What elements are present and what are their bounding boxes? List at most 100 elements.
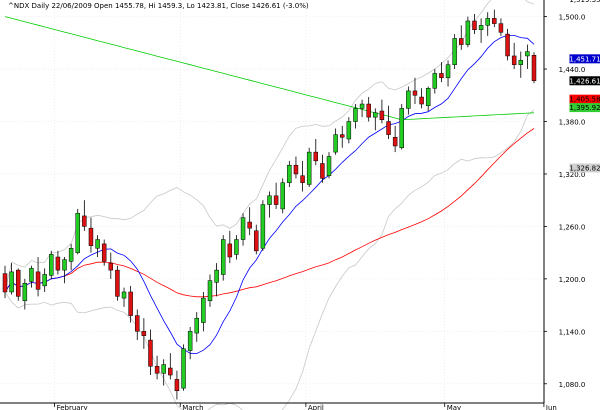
value-label-text: 1,395.92 [569, 104, 600, 112]
candle-body [525, 51, 530, 57]
candle-body [128, 291, 133, 316]
candle-body [333, 134, 338, 153]
candle-body [42, 274, 47, 287]
candle-body [280, 182, 285, 210]
candle-body [406, 90, 411, 109]
candle-body [287, 164, 292, 183]
candle-body [254, 230, 259, 252]
value-label-text: 1,451.71 [569, 55, 600, 63]
ma-10 [4, 35, 535, 354]
candle-body [174, 379, 180, 392]
candle-body [518, 60, 524, 65]
x-tick-label: February [57, 404, 88, 410]
bollinger-lower [4, 109, 535, 410]
ma-50 [4, 128, 535, 298]
x-tick-label: April [308, 404, 324, 410]
candle-body [194, 317, 199, 334]
candle-body [260, 204, 266, 249]
candle-body [505, 33, 510, 57]
y-tick-label: 1,260.0 [559, 223, 586, 231]
y-tick-label: 1,320.0 [559, 171, 586, 179]
value-label-box [569, 76, 600, 86]
candle-body [293, 164, 299, 175]
candle-body [485, 18, 490, 26]
candle-body [214, 269, 219, 283]
candle-body [240, 217, 246, 240]
candle-body [227, 243, 233, 258]
candle-body [373, 112, 378, 118]
candle-body [68, 248, 74, 262]
candle-body [49, 254, 54, 276]
value-label-box [569, 0, 600, 5]
candle-body [207, 280, 213, 301]
y-axis: 1,080.0 1,140.0 1,200.0 1,260.0 1,320.0 1,380… [0, 0, 586, 404]
candle-body [392, 136, 398, 147]
candle-body [313, 151, 319, 162]
candle-body [465, 20, 471, 45]
candle-body [459, 38, 464, 45]
value-label-text: 1,519.35 [569, 0, 600, 4]
candle-body [121, 291, 127, 299]
candle-body [531, 55, 537, 82]
candle-body [320, 163, 325, 179]
candle-body [346, 121, 352, 140]
y-tick-label: 1,140.0 [559, 328, 586, 336]
candle-body [386, 121, 391, 135]
candle-body [359, 103, 365, 109]
y-tick-label: 1,200.0 [559, 276, 586, 284]
candle-body [234, 239, 239, 255]
candle-body [273, 195, 279, 205]
candle-body [55, 256, 61, 271]
candle-body [425, 88, 431, 107]
candle-body [108, 262, 114, 271]
candle-body [439, 73, 444, 79]
ma-200 [4, 16, 535, 121]
y-tick-label: 1,500.0 [559, 14, 586, 22]
candle-body [15, 269, 21, 297]
candle-body [22, 282, 28, 301]
indicator-lines [4, 0, 535, 410]
y-tick-label: 1,080.0 [559, 381, 586, 389]
candle-body [478, 25, 484, 30]
x-tick-label: March [182, 404, 203, 410]
value-label-text: 1,326.82 [569, 165, 600, 173]
candle-body [82, 215, 87, 227]
candles [2, 9, 537, 400]
bollinger-upper [4, 0, 535, 293]
candle-body [154, 366, 160, 374]
candle-body [9, 271, 14, 293]
candle-body [148, 339, 153, 367]
candle-body [511, 55, 517, 65]
candle-body [379, 110, 385, 121]
chart-header: ^NDX Daily 22/06/2009 Open 1455.78, Hi 1… [8, 2, 309, 10]
candle-body [101, 243, 107, 262]
candle-body [135, 315, 140, 332]
candle-body [220, 239, 226, 275]
value-label-text: 1,426.61 [569, 77, 600, 85]
candle-body [88, 227, 94, 246]
candle-body [472, 20, 477, 30]
value-label-text: 1,405.58 [569, 96, 600, 104]
candle-body [187, 331, 193, 351]
y-tick-label: 1,380.0 [559, 119, 586, 127]
value-label-box [569, 54, 600, 64]
candle-body [399, 108, 404, 148]
candle-body [115, 269, 120, 297]
candle-body [181, 348, 186, 389]
value-labels: 1,519.35 1,451.71 1,426.61 1,405.581,395.92… [569, 0, 600, 173]
y-tick-label: 1,440.0 [559, 66, 586, 74]
candle-body [340, 134, 345, 138]
candle-body [498, 23, 504, 33]
candle-body [35, 271, 41, 290]
candle-body [412, 90, 418, 96]
x-tick-label: May [447, 404, 461, 410]
candle-body [161, 364, 166, 374]
candle-body [326, 156, 332, 176]
candle-body [366, 103, 371, 118]
candle-body [62, 259, 67, 271]
candle-body [445, 64, 451, 79]
x-axis: February March April May Jun [54, 403, 557, 410]
candle-body [353, 108, 358, 122]
candle-body [201, 297, 206, 323]
